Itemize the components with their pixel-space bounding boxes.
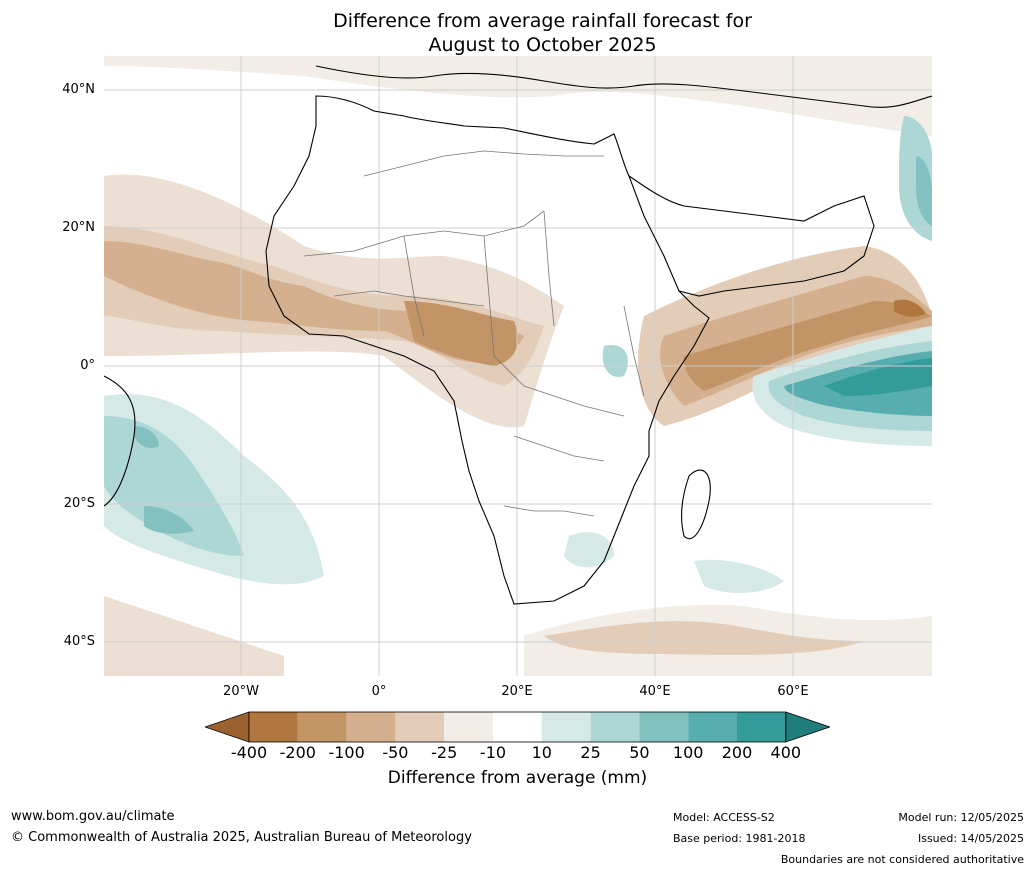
colorbar-tick-label: 10 bbox=[531, 743, 552, 762]
colorbar-tick-label: 100 bbox=[672, 743, 704, 762]
colorbar-tick-label: -200 bbox=[279, 743, 316, 762]
footer-website: www.bom.gov.au/climate bbox=[11, 809, 175, 824]
rainfall-map-svg bbox=[104, 56, 932, 676]
colorbar-swatch bbox=[590, 712, 640, 742]
footer-copyright: © Commonwealth of Australia 2025, Austra… bbox=[11, 830, 472, 845]
colorbar-swatch bbox=[493, 712, 542, 742]
colorbar-tick-label: -100 bbox=[328, 743, 365, 762]
drier-anomaly-shading bbox=[104, 56, 932, 676]
rainfall-map bbox=[104, 56, 932, 676]
colorbar bbox=[205, 711, 830, 743]
wetter-anomaly-shading bbox=[104, 116, 932, 593]
map-title-line-1: Difference from average rainfall forecas… bbox=[333, 10, 752, 32]
footer-base-period: Base period: 1981-2018 bbox=[673, 832, 806, 845]
colorbar-swatch bbox=[297, 712, 347, 742]
lat-label-20n: 20°N bbox=[62, 220, 95, 235]
lat-label-40s: 40°S bbox=[63, 634, 95, 649]
colorbar-arrow-low bbox=[205, 711, 250, 743]
coastlines bbox=[104, 65, 932, 605]
footer-boundaries-note: Boundaries are not considered authoritat… bbox=[780, 853, 1024, 866]
footer-model: Model: ACCESS-S2 bbox=[673, 811, 775, 824]
lon-label-60e: 60°E bbox=[777, 684, 809, 699]
country-borders bbox=[303, 150, 645, 517]
map-gridlines bbox=[104, 56, 932, 676]
colorbar-tick-label: 200 bbox=[721, 743, 753, 762]
footer-model-run: Model run: 12/05/2025 bbox=[898, 811, 1024, 824]
lon-label-0: 0° bbox=[371, 684, 387, 699]
colorbar-swatch bbox=[639, 712, 689, 742]
footer-issued: Issued: 14/05/2025 bbox=[917, 832, 1024, 845]
colorbar-swatch bbox=[395, 712, 445, 742]
colorbar-swatch bbox=[346, 712, 396, 742]
map-title-line-2: August to October 2025 bbox=[428, 34, 657, 56]
lat-label-0: 0° bbox=[80, 358, 95, 373]
lon-label-20e: 20°E bbox=[501, 684, 533, 699]
lon-label-20w: 20°W bbox=[223, 684, 259, 699]
colorbar-title: Difference from average (mm) bbox=[387, 768, 648, 788]
colorbar-tick-label: -400 bbox=[230, 743, 268, 762]
lat-label-20s: 20°S bbox=[63, 496, 95, 511]
colorbar-swatch bbox=[737, 712, 786, 742]
colorbar-arrow-high bbox=[785, 711, 830, 743]
colorbar-swatch bbox=[688, 712, 737, 742]
colorbar-swatch bbox=[444, 712, 493, 742]
colorbar-tick-label: -50 bbox=[382, 743, 409, 762]
lon-label-40e: 40°E bbox=[639, 684, 671, 699]
colorbar-outline bbox=[248, 711, 787, 743]
colorbar-tick-label: 50 bbox=[629, 743, 650, 762]
colorbar-tick-label: 25 bbox=[580, 743, 601, 762]
colorbar-swatch bbox=[541, 712, 591, 742]
colorbar-swatch bbox=[249, 712, 298, 742]
colorbar-tick-label: -10 bbox=[479, 743, 507, 762]
colorbar-tick-label: 400 bbox=[770, 743, 802, 762]
colorbar-tick-label: -25 bbox=[431, 743, 458, 762]
lat-label-40n: 40°N bbox=[62, 82, 95, 97]
